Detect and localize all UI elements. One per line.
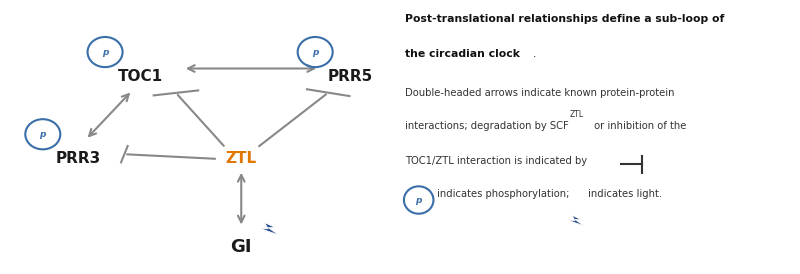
- Text: p: p: [312, 48, 318, 56]
- Text: TOC1/ZTL interaction is indicated by: TOC1/ZTL interaction is indicated by: [405, 156, 587, 166]
- Text: indicates phosphorylation;: indicates phosphorylation;: [438, 189, 570, 199]
- Text: PRR3: PRR3: [55, 152, 101, 166]
- Text: p: p: [39, 130, 46, 139]
- Text: Post-translational relationships define a sub-loop of: Post-translational relationships define …: [405, 14, 724, 24]
- Text: TOC1: TOC1: [118, 69, 162, 84]
- Text: PRR5: PRR5: [327, 69, 373, 84]
- Text: or inhibition of the: or inhibition of the: [590, 121, 686, 130]
- Text: p: p: [102, 48, 108, 56]
- Text: .: .: [533, 49, 537, 59]
- Polygon shape: [261, 222, 278, 235]
- Text: GI: GI: [230, 238, 252, 256]
- Text: indicates light.: indicates light.: [587, 189, 662, 199]
- Text: ZTL: ZTL: [226, 152, 257, 166]
- Text: ZTL: ZTL: [570, 110, 584, 119]
- Text: Double-headed arrows indicate known protein-protein: Double-headed arrows indicate known prot…: [405, 88, 674, 98]
- Text: interactions; degradation by SCF: interactions; degradation by SCF: [405, 121, 569, 130]
- Text: the circadian clock: the circadian clock: [405, 49, 519, 59]
- Text: p: p: [415, 196, 422, 204]
- Polygon shape: [569, 215, 584, 226]
